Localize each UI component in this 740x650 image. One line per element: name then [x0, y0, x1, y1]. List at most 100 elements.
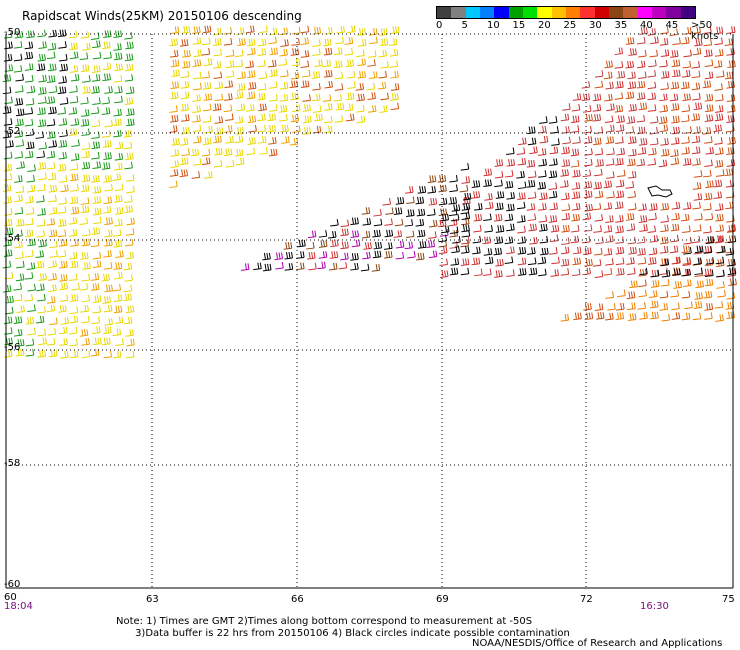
wind-barb — [406, 196, 415, 204]
wind-barb — [426, 240, 436, 248]
wind-barb — [123, 130, 133, 138]
wind-barb — [548, 116, 558, 124]
wind-barb — [90, 32, 100, 40]
wind-barb — [638, 138, 648, 146]
wind-barb — [93, 207, 102, 216]
wind-barb — [16, 161, 25, 170]
wind-barb — [92, 51, 102, 60]
wind-barb — [672, 268, 681, 277]
wind-barb — [703, 268, 712, 277]
wind-barb — [68, 229, 78, 237]
lat-label-60: -60 — [4, 579, 21, 590]
wind-barb — [126, 217, 135, 226]
wind-barb — [69, 273, 78, 281]
wind-barb — [459, 184, 469, 193]
wind-barb — [322, 94, 332, 102]
wind-barb — [485, 201, 494, 210]
wind-barb — [15, 219, 25, 227]
wind-barb — [647, 81, 657, 90]
wind-barb — [68, 107, 78, 115]
wind-barb — [670, 149, 679, 157]
wind-barb — [660, 224, 669, 233]
wind-barb — [726, 147, 735, 155]
wind-barb — [274, 252, 284, 261]
wind-barb — [48, 185, 58, 193]
wind-barb — [237, 38, 246, 46]
wind-barb — [312, 26, 322, 35]
legend-swatch — [537, 7, 552, 18]
wind-barb — [362, 218, 372, 226]
wind-barb — [603, 225, 613, 233]
wind-barb — [27, 283, 36, 292]
wind-barb — [25, 348, 35, 357]
wind-barb — [356, 105, 365, 113]
wind-barb — [670, 157, 680, 166]
wind-barb — [636, 80, 646, 89]
wind-barb — [2, 86, 12, 95]
wind-barb — [57, 86, 67, 95]
wind-barb — [714, 235, 724, 244]
wind-barb — [725, 201, 734, 210]
wind-barb — [225, 113, 234, 122]
wind-barb — [212, 61, 222, 69]
wind-barb — [224, 80, 234, 89]
wind-barb — [202, 25, 212, 34]
wind-barb — [538, 203, 547, 211]
wind-barb — [561, 126, 570, 134]
wind-barb — [372, 229, 381, 238]
wind-barb — [372, 250, 382, 259]
wind-barb — [495, 202, 504, 211]
wind-barb — [539, 192, 548, 201]
wind-barb — [58, 140, 68, 148]
wind-barb — [571, 203, 581, 211]
wind-barb — [201, 71, 211, 79]
wind-barb — [58, 175, 68, 183]
wind-barb — [79, 283, 89, 291]
wind-barb — [347, 81, 356, 89]
wind-barb — [438, 197, 448, 206]
wind-barb — [527, 213, 537, 222]
wind-barb — [639, 267, 648, 276]
wind-barb — [705, 236, 715, 244]
wind-barb — [715, 256, 725, 265]
wind-barb — [168, 125, 178, 133]
wind-barb — [268, 137, 277, 145]
wind-barb — [683, 246, 692, 255]
wind-barb — [537, 148, 547, 156]
legend-tick: >50 knots — [691, 20, 719, 42]
wind-barb — [269, 94, 278, 102]
wind-barb — [91, 175, 100, 183]
wind-barb — [101, 107, 111, 115]
wind-barb — [236, 83, 246, 91]
wind-barb — [627, 171, 637, 179]
wind-barb — [192, 115, 201, 123]
wind-barb — [704, 94, 714, 102]
wind-barb — [46, 118, 56, 127]
wind-barb — [101, 273, 111, 282]
wind-barb — [407, 250, 416, 259]
wind-barb — [462, 192, 472, 201]
wind-barb — [594, 70, 604, 78]
wind-barb — [104, 183, 113, 192]
wind-barb — [113, 240, 123, 248]
wind-barb — [59, 282, 69, 291]
wind-barb — [726, 94, 736, 102]
wind-barb — [36, 283, 45, 292]
wind-barb — [373, 208, 382, 217]
wind-barb — [82, 262, 91, 270]
wind-barb — [201, 157, 211, 166]
wind-barb — [124, 161, 133, 170]
legend-swatch — [637, 7, 652, 18]
wind-barb — [638, 203, 647, 212]
wind-barb — [323, 38, 332, 47]
wind-barb — [126, 338, 135, 347]
wind-barb — [439, 258, 449, 267]
wind-barb — [649, 235, 659, 243]
wind-barb — [527, 247, 536, 255]
wind-barb — [440, 213, 449, 222]
wind-barb — [390, 93, 399, 101]
wind-barb — [669, 93, 679, 102]
wind-barb — [494, 270, 503, 278]
wind-barb — [300, 37, 309, 45]
wind-barb — [13, 293, 23, 302]
